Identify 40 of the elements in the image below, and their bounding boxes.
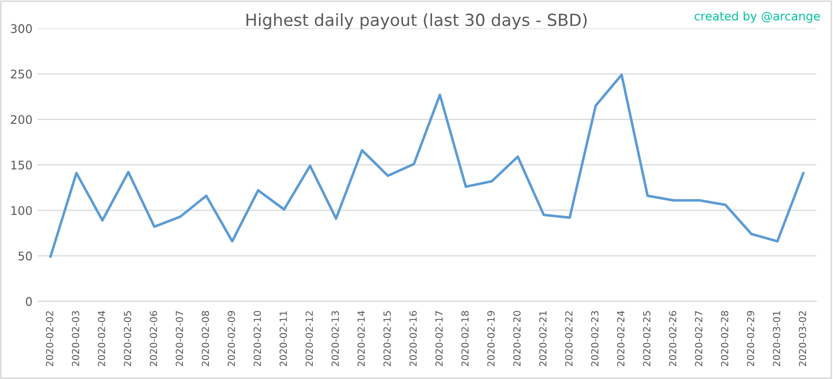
y-tick-label: 50 bbox=[18, 252, 32, 260]
x-tick-label: 2020-02-28 bbox=[720, 311, 728, 366]
y-tick-label: 300 bbox=[10, 24, 32, 34]
x-tick-label: 2020-02-05 bbox=[124, 311, 132, 366]
x-tick-label: 2020-02-08 bbox=[202, 311, 210, 366]
y-tick-label: 250 bbox=[10, 70, 32, 79]
x-tick-label: 2020-02-04 bbox=[98, 310, 106, 366]
x-tick-label: 2020-02-21 bbox=[539, 311, 547, 366]
x-tick-label: 2020-02-03 bbox=[72, 311, 80, 366]
y-tick-label: 100 bbox=[11, 206, 32, 215]
x-tick-label: 2020-02-23 bbox=[591, 311, 598, 366]
line-series bbox=[49, 74, 805, 258]
x-tick-label: 2020-03-02 bbox=[798, 311, 806, 366]
x-tick-label: 2020-02-26 bbox=[669, 310, 676, 366]
x-tick-label: 2020-02-24 bbox=[617, 310, 624, 366]
x-tick-label: 2020-02-25 bbox=[643, 311, 650, 366]
x-tick-label: 2020-02-17 bbox=[435, 311, 443, 366]
x-tick-label: 2020-02-07 bbox=[176, 311, 184, 366]
y-tick-label: 200 bbox=[10, 115, 32, 124]
x-tick-label: 2020-02-13 bbox=[332, 311, 339, 366]
x-tick-label: 2020-02-09 bbox=[228, 311, 236, 366]
y-tick-label: 0 bbox=[26, 297, 32, 306]
y-tick-label: 150 bbox=[11, 160, 32, 170]
x-tick-label: 2020-02-19 bbox=[487, 311, 495, 366]
x-tick-label: 2020-02-29 bbox=[746, 311, 754, 366]
x-tick-label: 2020-02-06 bbox=[150, 310, 158, 366]
x-tick-label: 2020-02-27 bbox=[694, 311, 702, 366]
x-tick-label: 2020-02-10 bbox=[254, 310, 261, 366]
x-tick-label: 2020-02-22 bbox=[565, 311, 573, 366]
x-tick-label: 2020-03-01 bbox=[772, 311, 780, 366]
chart-title: Highest daily payout (last 30 days - SBD) bbox=[246, 13, 587, 30]
x-tick-label: 2020-02-16 bbox=[409, 310, 417, 366]
x-tick-label: 2020-02-14 bbox=[357, 310, 365, 366]
x-tick-label: 2020-02-11 bbox=[280, 311, 287, 366]
text: created by @arcange bbox=[694, 11, 820, 23]
x-tick-label: 2020-02-20 bbox=[513, 310, 521, 366]
x-tick-label: 2020-02-15 bbox=[383, 311, 391, 366]
x-tick-label: 2020-02-02 bbox=[46, 311, 54, 366]
x-tick-label: 2020-02-18 bbox=[461, 311, 469, 366]
x-tick-label: 2020-02-12 bbox=[306, 311, 313, 366]
